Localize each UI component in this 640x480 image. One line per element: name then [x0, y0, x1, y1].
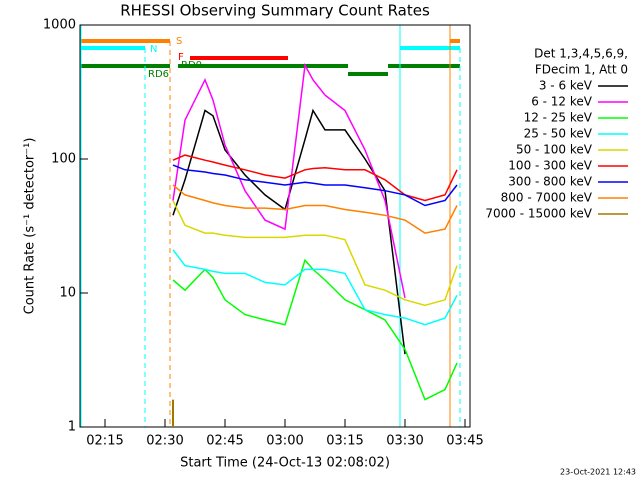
legend-header: FDecim 1, Att 0 [535, 63, 628, 77]
series-line [172, 249, 458, 326]
y-tick-label: 1000 [43, 18, 76, 33]
legend-label: 300 - 800 keV [508, 175, 592, 189]
legend-label: 12 - 25 keV [524, 111, 593, 125]
legend-label: 6 - 12 keV [531, 95, 593, 109]
flag-label: F [178, 52, 184, 63]
series-line [172, 62, 406, 299]
flag-label: S [176, 36, 182, 47]
y-axis-label: Count Rate (s⁻¹ detector⁻¹) [23, 138, 38, 315]
series-line [172, 164, 458, 207]
x-tick-label: 02:30 [146, 434, 183, 449]
y-tick-label: 100 [51, 152, 76, 167]
legend-label: 25 - 50 keV [524, 127, 593, 141]
y-tick-label: 1 [68, 420, 76, 435]
legend-label: 100 - 300 keV [508, 159, 592, 173]
flag-lines [80, 25, 461, 427]
legend-header: Det 1,3,4,5,6,9, [534, 47, 628, 61]
flag-label: RD0 [181, 60, 202, 71]
legend-label: 800 - 7000 keV [501, 191, 593, 205]
plot-frame [79, 24, 471, 428]
series-line [172, 108, 406, 355]
x-axis-label: Start Time (24-Oct-13 02:08:02) [180, 456, 390, 471]
legend-label: 7000 - 15000 keV [485, 207, 592, 221]
flag-label: N [150, 44, 157, 55]
footer: 23-Oct-2021 12:43 [560, 468, 636, 477]
flag-bars [81, 39, 460, 76]
series-line [172, 154, 458, 202]
series-line [172, 258, 458, 401]
x-tick-label: 03:15 [326, 434, 363, 449]
series-line [172, 200, 458, 307]
series-line [172, 184, 458, 234]
legend-label: 3 - 6 keV [539, 79, 593, 93]
chart-title: RHESSI Observing Summary Count Rates [120, 2, 430, 20]
x-tick-label: 02:45 [206, 434, 243, 449]
x-tick-label: 03:30 [386, 434, 423, 449]
x-tick-label: 03:00 [266, 434, 303, 449]
x-tick-label: 03:45 [446, 434, 483, 449]
legend-label: 50 - 100 keV [516, 143, 593, 157]
flag-label: RD6 [148, 69, 169, 80]
y-tick-label: 10 [59, 286, 76, 301]
x-tick-label: 02:15 [86, 434, 123, 449]
